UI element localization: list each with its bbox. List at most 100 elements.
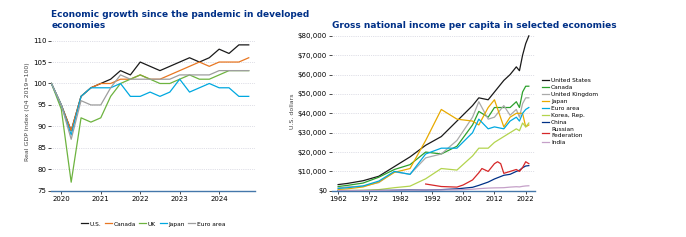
Russian
Federation bbox=[469, 178, 477, 181]
China bbox=[421, 189, 429, 191]
Canada bbox=[97, 82, 105, 85]
China bbox=[469, 186, 477, 189]
U.S. bbox=[205, 56, 213, 59]
United States bbox=[334, 183, 342, 186]
Japan bbox=[334, 188, 342, 191]
China bbox=[512, 170, 521, 173]
India bbox=[359, 189, 367, 192]
Euro area bbox=[519, 112, 527, 115]
Japan bbox=[421, 139, 429, 142]
Canada bbox=[185, 65, 193, 68]
Japan bbox=[117, 82, 125, 85]
United States bbox=[521, 42, 530, 45]
Euro area bbox=[521, 108, 530, 111]
China bbox=[519, 166, 527, 169]
U.S. bbox=[87, 86, 95, 89]
Euro area bbox=[126, 78, 134, 81]
India bbox=[344, 189, 352, 192]
India bbox=[390, 189, 399, 192]
United States bbox=[437, 135, 445, 138]
United Kingdom bbox=[506, 114, 514, 117]
U.S. bbox=[235, 43, 243, 46]
Japan bbox=[57, 104, 65, 106]
United Kingdom bbox=[512, 108, 521, 111]
India bbox=[490, 187, 499, 189]
Canada bbox=[475, 110, 483, 113]
United Kingdom bbox=[437, 153, 445, 155]
Euro area bbox=[146, 78, 154, 81]
Euro area bbox=[97, 104, 105, 106]
United Kingdom bbox=[525, 96, 533, 99]
India bbox=[515, 186, 523, 188]
Russian
Federation bbox=[478, 167, 486, 170]
Canada bbox=[375, 176, 383, 179]
Canada bbox=[196, 61, 204, 64]
U.S. bbox=[146, 65, 154, 68]
U.S. bbox=[185, 56, 193, 59]
Japan bbox=[136, 95, 144, 98]
China bbox=[525, 164, 533, 167]
Russian
Federation bbox=[519, 166, 527, 169]
China bbox=[453, 187, 461, 190]
U.S. bbox=[225, 52, 233, 55]
Euro area bbox=[344, 186, 352, 189]
Euro area bbox=[245, 69, 253, 72]
India bbox=[453, 188, 461, 191]
Euro area bbox=[490, 125, 499, 128]
Canada bbox=[334, 185, 342, 188]
UK bbox=[176, 78, 184, 81]
Canada bbox=[77, 95, 85, 98]
Line: United Kingdom: United Kingdom bbox=[338, 98, 529, 188]
China bbox=[359, 189, 367, 192]
India bbox=[525, 184, 533, 187]
Canada bbox=[136, 73, 144, 76]
Text: Gross national income per capita in selected economies: Gross national income per capita in sele… bbox=[332, 21, 617, 30]
Canada bbox=[515, 106, 523, 109]
Euro area bbox=[421, 153, 429, 155]
Line: U.S.: U.S. bbox=[51, 45, 249, 131]
Japan bbox=[47, 82, 56, 85]
Line: India: India bbox=[338, 186, 529, 191]
Russian
Federation bbox=[493, 160, 501, 163]
UK bbox=[196, 78, 204, 81]
UK bbox=[205, 78, 213, 81]
United States bbox=[484, 98, 493, 101]
Japan bbox=[375, 181, 383, 183]
United Kingdom bbox=[499, 104, 508, 107]
Korea, Rep. bbox=[453, 169, 461, 172]
Korea, Rep. bbox=[334, 189, 342, 192]
Canada bbox=[519, 91, 527, 93]
Canada bbox=[499, 106, 508, 109]
Japan bbox=[106, 86, 115, 89]
Japan bbox=[484, 106, 493, 109]
UK bbox=[106, 95, 115, 98]
India bbox=[506, 186, 514, 188]
U.S. bbox=[97, 82, 105, 85]
Euro area bbox=[390, 170, 399, 173]
Canada bbox=[490, 106, 499, 109]
Euro area bbox=[215, 69, 223, 72]
U.S. bbox=[166, 65, 174, 68]
Japan bbox=[235, 95, 243, 98]
India bbox=[469, 188, 477, 191]
Line: UK: UK bbox=[51, 71, 249, 182]
China bbox=[375, 189, 383, 192]
Euro area bbox=[156, 78, 164, 81]
Korea, Rep. bbox=[469, 155, 477, 157]
Euro area bbox=[506, 120, 514, 123]
Canada bbox=[245, 56, 253, 59]
U.S. bbox=[67, 129, 75, 132]
United Kingdom bbox=[334, 187, 342, 189]
China bbox=[437, 188, 445, 191]
Russian
Federation bbox=[421, 182, 429, 185]
Japan bbox=[77, 95, 85, 98]
India bbox=[375, 189, 383, 192]
Legend: United States, Canada, United Kingdom, Japan, Euro area, Korea, Rep., China, Rus: United States, Canada, United Kingdom, J… bbox=[540, 75, 600, 148]
Japan bbox=[525, 123, 533, 126]
United Kingdom bbox=[475, 100, 483, 103]
Canada bbox=[484, 116, 493, 119]
Japan bbox=[166, 91, 174, 94]
Canada bbox=[205, 65, 213, 68]
Japan bbox=[87, 86, 95, 89]
United States bbox=[525, 34, 533, 37]
